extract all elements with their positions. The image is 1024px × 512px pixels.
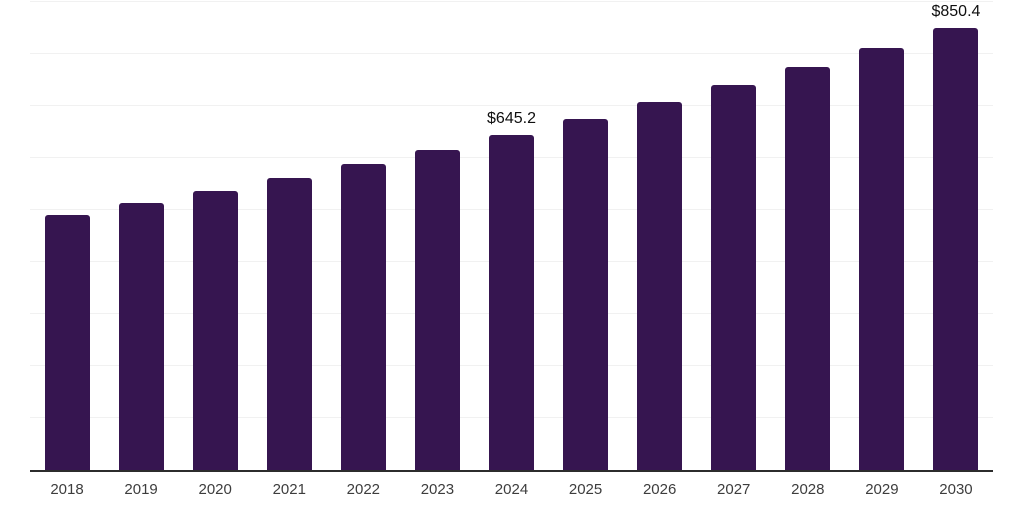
x-tick-label-2025: 2025: [568, 481, 603, 498]
x-tick-label-2022: 2022: [346, 481, 381, 498]
gridline-700: [30, 105, 993, 106]
x-tick-label-2021: 2021: [272, 481, 306, 498]
bar-2029: [859, 47, 905, 470]
bar-2025: [563, 118, 609, 470]
bar-2018: [44, 215, 90, 470]
plot-area: $645.2 $850.4: [30, 0, 993, 472]
x-axis-tick-labels: 2018 2019 2020 2021 2022 2023 2024 2025 2026 2027…: [30, 480, 993, 500]
data-label-2030: $850.4: [931, 2, 981, 20]
bar-2020: [192, 190, 238, 470]
bar-2023: [414, 149, 460, 470]
bar-2021: [266, 177, 312, 470]
bar-2026: [637, 102, 683, 470]
gridline-800: [30, 53, 993, 54]
bar-2028: [785, 66, 831, 470]
x-tick-label-2020: 2020: [198, 481, 232, 498]
x-axis-line: [30, 470, 993, 472]
x-tick-label-2027: 2027: [717, 481, 751, 498]
gridline-900: [30, 1, 993, 2]
x-tick-label-2030: 2030: [939, 481, 973, 498]
bar-2024: [489, 134, 534, 470]
x-tick-label-2024: 2024: [494, 481, 529, 498]
bar-2022: [340, 163, 386, 470]
x-tick-label-2018: 2018: [50, 481, 84, 498]
x-tick-label-2023: 2023: [420, 481, 455, 498]
data-label-2024: $645.2: [487, 109, 536, 127]
x-tick-label-2026: 2026: [642, 481, 677, 498]
x-tick-label-2028: 2028: [791, 481, 825, 498]
bar-2019: [118, 203, 164, 470]
x-tick-label-2029: 2029: [865, 481, 899, 498]
bar-2030: [933, 27, 979, 470]
bar-2027: [711, 84, 757, 470]
x-tick-label-2019: 2019: [124, 481, 158, 498]
